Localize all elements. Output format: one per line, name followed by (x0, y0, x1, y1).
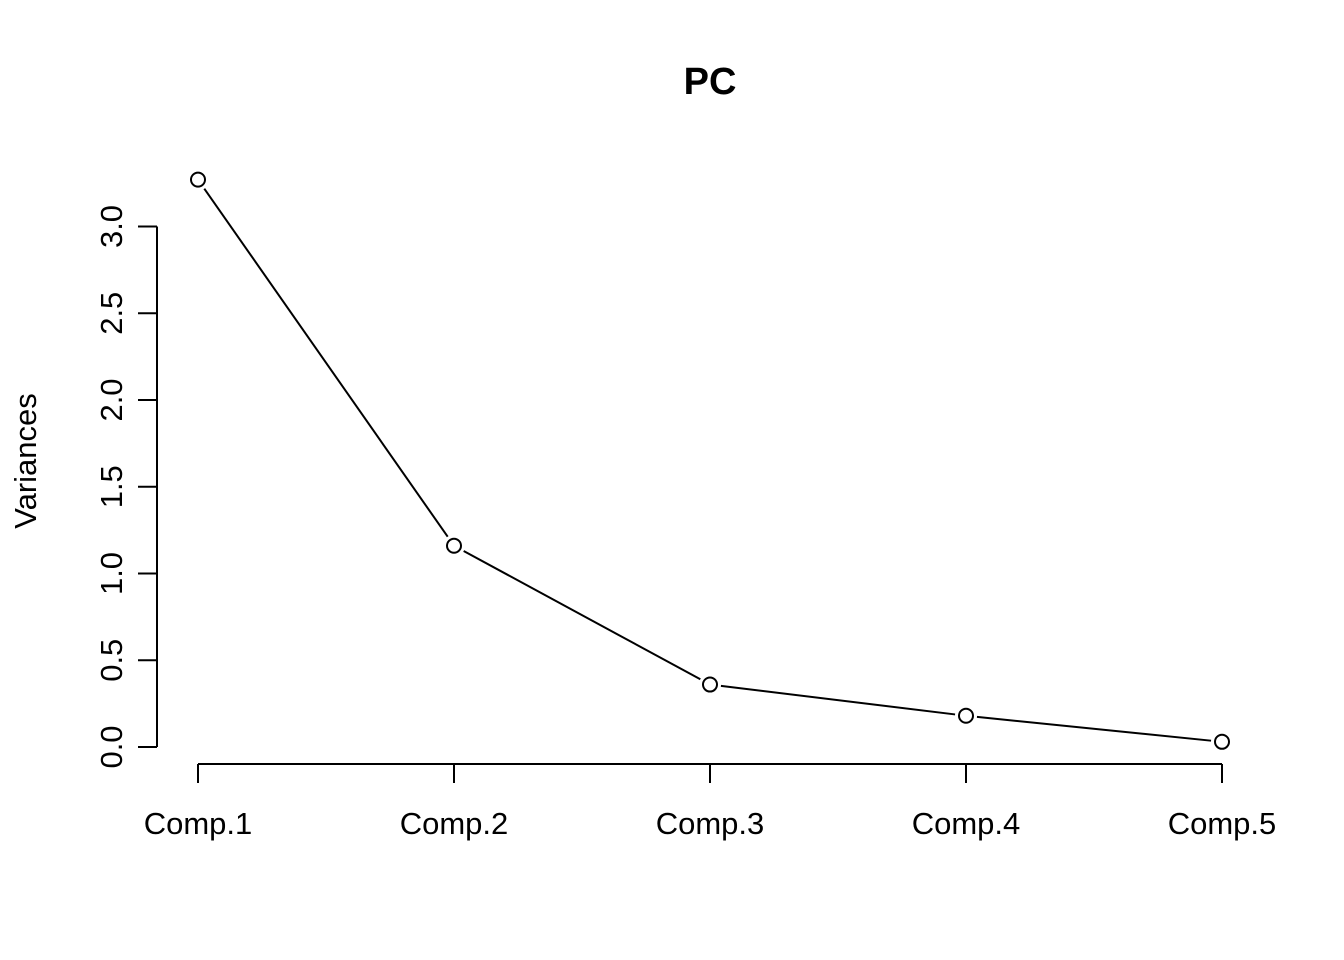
x-tick-label: Comp.5 (1168, 806, 1277, 841)
chart-title: PC (684, 61, 737, 103)
data-point (1214, 733, 1230, 750)
x-axis: Comp.1 Comp.2 Comp.3 Comp.4 Comp.5 (144, 763, 1277, 841)
data-point (702, 676, 718, 693)
series-segment (463, 550, 701, 681)
y-tick-label: 3.0 (94, 205, 129, 248)
data-point (958, 707, 974, 724)
y-tick-label: 2.5 (94, 292, 129, 335)
x-tick-label: Comp.2 (400, 806, 509, 841)
x-tick-label: Comp.4 (912, 806, 1021, 841)
data-point (446, 537, 462, 554)
series-segment (976, 715, 1212, 742)
y-axis-label: Variances (8, 393, 43, 529)
series-segment (203, 188, 449, 538)
series-variances (190, 171, 1230, 750)
x-tick-label: Comp.1 (144, 806, 253, 841)
y-tick-label: 1.0 (94, 552, 129, 595)
data-point (190, 171, 206, 188)
x-tick-label: Comp.3 (656, 806, 765, 841)
y-tick-label: 0.0 (94, 725, 129, 768)
y-tick-label: 1.5 (94, 465, 129, 508)
series-segment (720, 684, 956, 716)
y-axis: 0.0 0.5 1.0 1.5 2.0 2.5 3.0 (94, 205, 158, 769)
y-tick-label: 2.0 (94, 378, 129, 421)
y-tick-label: 0.5 (94, 639, 129, 682)
